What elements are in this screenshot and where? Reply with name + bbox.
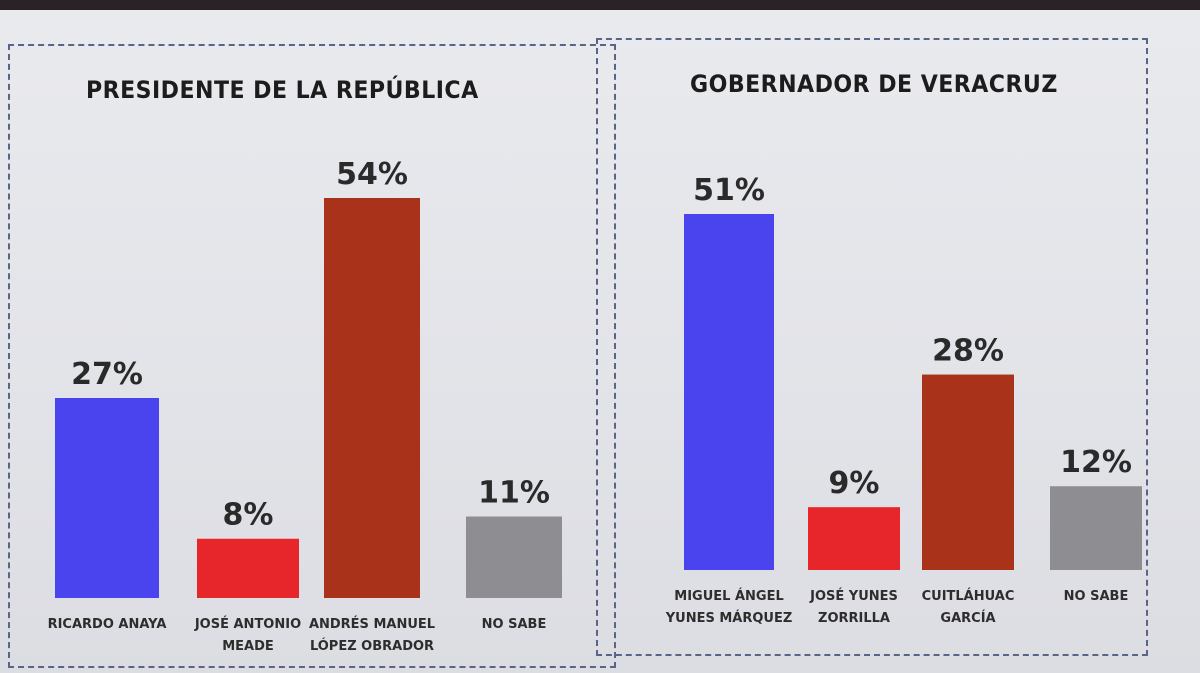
data-label: 54% [336, 157, 408, 192]
chart-title: PRESIDENTE DE LA REPÚBLICA [86, 76, 479, 104]
bar [684, 214, 774, 570]
bar [197, 538, 299, 598]
data-label: 8% [223, 498, 274, 533]
category-label: YUNES MÁRQUEZ [665, 610, 793, 626]
category-label: RICARDO ANAYA [48, 617, 167, 632]
bar-chart-gobernador: 51% MIGUEL ÁNGEL YUNES MÁRQUEZ 9% JOSÉ YUNES… [665, 173, 1142, 626]
category-label: JOSÉ YUNES [809, 588, 898, 604]
chart-panel-presidente: PRESIDENTE DE LA REPÚBLICA 27% RICARDO AN… [8, 44, 616, 668]
data-label: 28% [932, 334, 1004, 369]
data-label: 12% [1060, 445, 1132, 480]
data-label: 9% [829, 466, 880, 501]
category-label: ZORRILLA [818, 611, 890, 626]
chart-panel-gobernador: GOBERNADOR DE VERACRUZ 51% MIGUEL ÁNGEL YU… [596, 38, 1148, 656]
category-label: MEADE [222, 639, 274, 654]
data-label: 27% [71, 357, 143, 392]
data-label: 51% [693, 173, 765, 208]
category-label: NO SABE [1064, 589, 1129, 604]
category-label: JOSÉ ANTONIO [194, 616, 301, 632]
category-label: LÓPEZ OBRADOR [310, 638, 434, 654]
data-label: 11% [478, 476, 550, 511]
bar [324, 198, 420, 598]
category-label: MIGUEL ÁNGEL [674, 588, 783, 604]
chart-title: GOBERNADOR DE VERACRUZ [690, 70, 1058, 98]
projection-screen: PRESIDENTE DE LA REPÚBLICA 27% RICARDO AN… [0, 10, 1200, 673]
bar [922, 374, 1014, 570]
bar [466, 516, 562, 598]
category-label: GARCÍA [940, 610, 995, 626]
bar [1050, 486, 1142, 570]
bar [55, 398, 159, 598]
bar [808, 507, 900, 570]
category-label: ANDRÉS MANUEL [309, 616, 435, 632]
category-label: CUITLÁHUAC [922, 588, 1015, 604]
bar-chart-presidente: 27% RICARDO ANAYA 8% JOSÉ ANTONIO MEADE 54% AN… [48, 157, 562, 654]
category-label: NO SABE [482, 617, 547, 632]
